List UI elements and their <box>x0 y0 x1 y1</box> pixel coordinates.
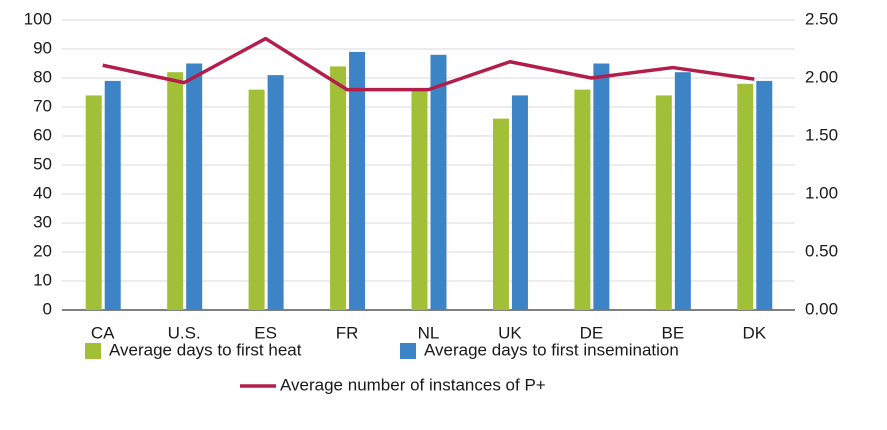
bar <box>756 80 773 311</box>
line-series <box>102 36 755 92</box>
bar <box>574 89 591 310</box>
y-tick-label: 80 <box>33 67 52 86</box>
legend-label: Average days to first heat <box>109 340 302 359</box>
x-tick-label: FR <box>336 323 359 342</box>
bar <box>655 95 672 311</box>
bar <box>186 63 203 310</box>
x-tick-label: U.S. <box>168 323 201 342</box>
x-tick-label: UK <box>498 323 522 342</box>
x-tick-label: ES <box>254 323 277 342</box>
bar <box>330 66 347 311</box>
bar <box>430 54 447 310</box>
bar <box>674 72 691 310</box>
y-tick-label: 20 <box>33 241 52 260</box>
legend-label: Average number of instances of P+ <box>280 375 546 394</box>
x-tick-label: CA <box>91 323 115 342</box>
legend-swatch <box>85 343 101 359</box>
y-tick-label: 10 <box>33 270 52 289</box>
bar <box>167 72 184 310</box>
y-tick-label: 70 <box>33 96 52 115</box>
x-tick-label: DE <box>580 323 604 342</box>
bar <box>411 89 428 310</box>
bar <box>85 95 102 311</box>
legend-swatch <box>400 343 416 359</box>
bar <box>492 118 509 310</box>
y-tick-label: 90 <box>33 38 52 57</box>
y2-tick-label: 2.50 <box>805 9 838 28</box>
bar <box>593 63 610 310</box>
y2-tick-label: 1.50 <box>805 125 838 144</box>
y2-tick-label: 2.00 <box>805 67 838 86</box>
bar <box>737 83 754 310</box>
x-tick-label: NL <box>418 323 440 342</box>
y-tick-label: 50 <box>33 154 52 173</box>
bar <box>267 75 284 310</box>
legend-label: Average days to first insemination <box>424 340 679 359</box>
y2-tick-label: 0.50 <box>805 241 838 260</box>
y2-tick-label: 0.00 <box>805 299 838 318</box>
y-tick-label: 0 <box>43 299 52 318</box>
y-tick-label: 30 <box>33 212 52 231</box>
y-tick-label: 40 <box>33 183 52 202</box>
y2-tick-label: 1.00 <box>805 183 838 202</box>
bar <box>104 80 121 311</box>
y-tick-label: 60 <box>33 125 52 144</box>
x-tick-label: DK <box>742 323 766 342</box>
x-tick-label: BE <box>661 323 684 342</box>
bar <box>511 95 528 311</box>
bar <box>349 51 366 311</box>
bar <box>248 89 265 310</box>
y-tick-label: 100 <box>24 9 52 28</box>
